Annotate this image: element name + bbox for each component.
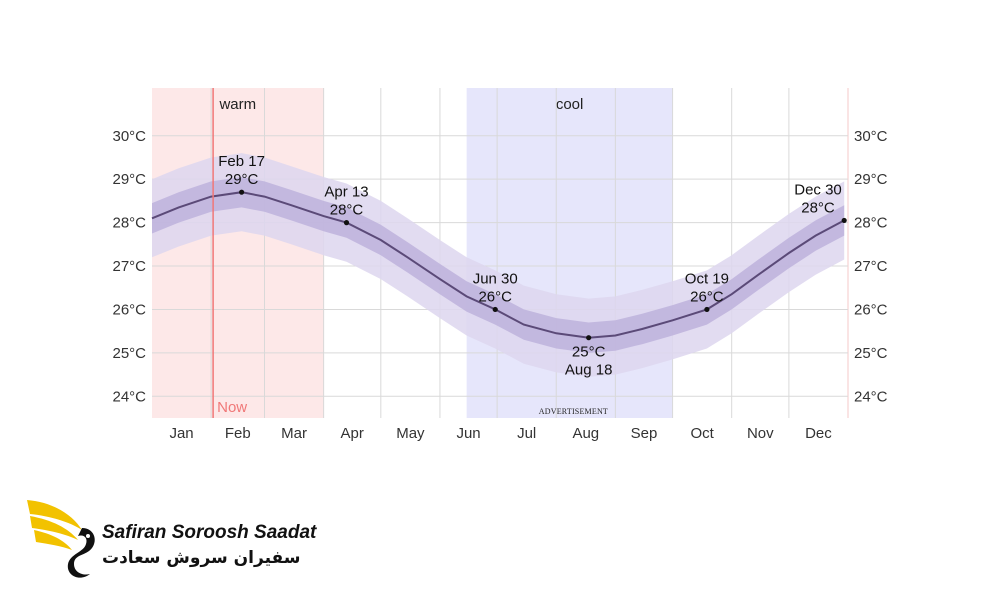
annotation-value-2: 26°C <box>478 288 512 305</box>
y-tick-right-5: 29°C <box>854 171 888 188</box>
y-tick-left-5: 29°C <box>112 171 146 188</box>
x-tick-aug: Aug <box>572 425 599 442</box>
y-tick-left-3: 27°C <box>112 258 146 275</box>
annotation-date-2: Jun 30 <box>473 270 518 287</box>
annotation-date-3: Aug 18 <box>565 362 613 379</box>
x-tick-jul: Jul <box>517 425 536 442</box>
company-logo: Safiran Soroosh Saadat سفیران سروش سعادت <box>22 492 316 582</box>
x-tick-jan: Jan <box>169 425 193 442</box>
y-tick-left-2: 26°C <box>112 301 146 318</box>
x-tick-oct: Oct <box>690 425 714 442</box>
y-tick-left-4: 28°C <box>112 215 146 232</box>
annotation-value-0: 29°C <box>225 171 259 188</box>
x-tick-jun: Jun <box>456 425 480 442</box>
point-2 <box>492 306 498 313</box>
bird-logo-icon <box>27 500 95 578</box>
y-tick-left-1: 25°C <box>112 345 146 362</box>
x-tick-feb: Feb <box>225 425 251 442</box>
logo-text-fa: سفیران سروش سعادت <box>102 548 301 568</box>
y-tick-right-2: 26°C <box>854 301 888 318</box>
annotation-value-3: 25°C <box>572 344 606 361</box>
annotation-date-4: Oct 19 <box>685 270 729 287</box>
x-tick-nov: Nov <box>747 425 774 442</box>
x-tick-mar: Mar <box>281 425 307 442</box>
season-label-warm: warm <box>218 96 256 113</box>
annotation-value-1: 28°C <box>330 202 364 219</box>
watermark-text: ADVERTISEMENT <box>539 407 608 416</box>
y-tick-right-1: 25°C <box>854 345 888 362</box>
point-1 <box>343 220 350 226</box>
annotation-date-5: Dec 30 <box>794 181 842 198</box>
now-label: Now <box>217 399 247 416</box>
watermark: ADVERTISEMENT <box>539 407 608 416</box>
point-5 <box>841 217 847 224</box>
season-band-warm <box>152 88 324 418</box>
y-tick-left-0: 24°C <box>112 388 146 405</box>
y-tick-right-6: 30°C <box>854 128 888 145</box>
x-tick-dec: Dec <box>805 425 832 442</box>
point-0 <box>239 189 245 195</box>
annotation-date-1: Apr 13 <box>324 184 368 201</box>
y-tick-right-3: 27°C <box>854 258 888 275</box>
point-3 <box>586 335 592 341</box>
x-tick-may: May <box>396 425 425 442</box>
annotation-date-0: Feb 17 <box>218 153 265 170</box>
axis-ticks: 24°C 24°C 25°C 25°C 26°C 26°C 27°C 27°C 28°C 28°C… <box>112 128 887 442</box>
y-tick-left-6: 30°C <box>112 128 146 145</box>
annotation-value-5: 28°C <box>801 199 835 216</box>
now-marker: Now <box>212 88 247 418</box>
logo-text-en: Safiran Soroosh Saadat <box>102 522 317 543</box>
season-label-cool: cool <box>556 96 584 113</box>
annotation-value-4: 26°C <box>690 288 724 305</box>
point-4 <box>704 306 710 313</box>
x-tick-apr: Apr <box>341 425 364 442</box>
band-inner <box>152 177 845 353</box>
y-tick-right-4: 28°C <box>854 215 888 232</box>
x-tick-sep: Sep <box>631 425 658 442</box>
y-tick-right-0: 24°C <box>854 388 888 405</box>
